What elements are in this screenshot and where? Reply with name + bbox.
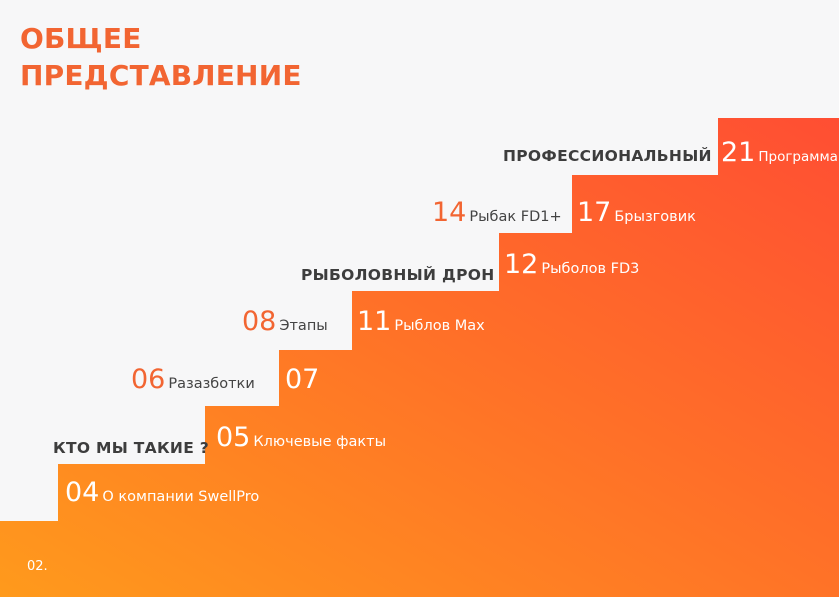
section-fishing-drone: РЫБОЛОВНЫЙ ДРОН <box>301 266 495 284</box>
item-label: Брызговик <box>614 209 696 225</box>
item-label: Рыблов Max <box>394 318 485 334</box>
item-number: 17 <box>577 197 612 228</box>
title-line-2: ПРЕДСТАВЛЕНИЕ <box>20 59 302 92</box>
item-number: 12 <box>504 249 539 280</box>
item-number: 11 <box>357 306 392 337</box>
item-04[interactable]: 04 О компании SwellPro <box>65 479 259 506</box>
staircase-shape <box>0 118 839 597</box>
item-11[interactable]: 11 Рыблов Max <box>357 308 485 335</box>
item-number: 14 <box>432 197 467 228</box>
item-07[interactable]: 07 <box>285 366 322 393</box>
item-label: Рыболов FD3 <box>541 261 640 277</box>
section-who-we-are: КТО МЫ ТАКИЕ ? <box>53 439 210 457</box>
item-number: 08 <box>242 306 277 337</box>
item-21[interactable]: 21 Программа <box>721 139 838 166</box>
item-08[interactable]: 08 Этапы <box>242 308 328 335</box>
item-label: Ключевые факты <box>253 434 387 450</box>
slide-title: ОБЩЕЕ ПРЕДСТАВЛЕНИЕ <box>20 20 302 94</box>
item-number: 04 <box>65 477 100 508</box>
item-label: Рыбак FD1+ <box>469 209 562 225</box>
item-06[interactable]: 06 Разазботки <box>131 366 255 393</box>
item-17[interactable]: 17 Брызговик <box>577 199 696 226</box>
item-05[interactable]: 05 Ключевые факты <box>216 424 386 451</box>
item-label: Программа <box>758 149 838 165</box>
item-number: 21 <box>721 137 756 168</box>
item-number: 06 <box>131 364 166 395</box>
title-line-1: ОБЩЕЕ <box>20 22 142 55</box>
page-number: 02. <box>27 559 48 574</box>
item-label: Этапы <box>279 318 328 334</box>
item-number: 05 <box>216 422 251 453</box>
item-12[interactable]: 12 Рыболов FD3 <box>504 251 639 278</box>
item-number: 07 <box>285 364 320 395</box>
section-professional: ПРОФЕССИОНАЛЬНЫЙ <box>503 147 712 165</box>
item-label: О компании SwellPro <box>102 489 260 505</box>
item-14[interactable]: 14 Рыбак FD1+ <box>432 199 562 226</box>
item-label: Разазботки <box>168 376 255 392</box>
